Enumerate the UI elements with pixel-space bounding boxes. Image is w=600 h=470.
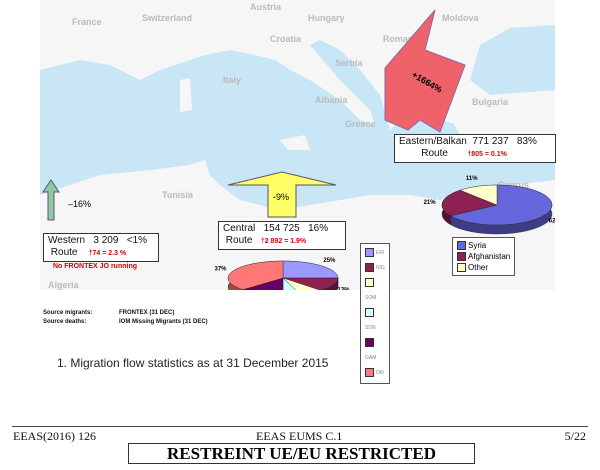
pie-data-label: 25% — [323, 258, 336, 264]
page-number: 5/22 — [564, 429, 586, 443]
legend-entry: NIG — [365, 261, 385, 276]
legend-entry: Other — [457, 262, 510, 273]
legend-swatch — [365, 368, 374, 378]
eastern-route-arrow — [384, 9, 466, 133]
legend-entry: GAM — [365, 336, 385, 366]
pie-data-label: 11% — [466, 176, 478, 182]
country-label: Croatia — [270, 34, 302, 44]
legend-entry: Afghanistan — [457, 251, 510, 262]
central-route-arrow — [227, 171, 337, 218]
footer-divider — [12, 426, 588, 427]
country-label: Albania — [315, 95, 349, 105]
eastern-pie-legend: Syria Afghanistan Other — [452, 237, 516, 276]
legend-swatch — [365, 308, 374, 318]
legend-label: SDN — [365, 325, 376, 331]
western-route-arrow — [42, 179, 60, 221]
pie-slice-afghanistan — [441, 189, 498, 216]
country-label: Tunisia — [162, 190, 194, 200]
eastern-share: 83% — [516, 136, 537, 147]
western-change: –16% — [68, 199, 91, 209]
source-migrants-label: Source migrants: — [43, 310, 93, 316]
pie-slice-oth — [227, 260, 284, 290]
country-label: Greece — [345, 119, 376, 129]
legend-swatch — [457, 263, 466, 273]
country-labels: France Switzerland Austria Hungary Moldo… — [48, 2, 529, 290]
country-label: Algeria — [48, 280, 80, 290]
legend-entry: Oth — [365, 366, 385, 381]
western-count: 3 209 — [93, 235, 119, 246]
eastern-count: 771 237 — [472, 136, 509, 147]
source-deaths-value: IOM Missing Migrants (31 DEC) — [119, 319, 208, 325]
western-share: <1% — [126, 235, 148, 246]
eastern-name: Eastern/Balkan — [399, 136, 467, 147]
legend-swatch — [457, 241, 466, 251]
pie-slice-eri — [282, 260, 339, 279]
pie-data-label: 37% — [215, 266, 228, 272]
legend-label: Other — [468, 263, 489, 272]
country-label: Cyprus — [498, 180, 529, 190]
legend-entry: SDN — [365, 306, 385, 336]
country-label: Hungary — [308, 13, 345, 23]
source-deaths-label: Source deaths: — [43, 319, 87, 325]
country-label: Serbia — [335, 58, 364, 68]
legend-entry: ERI — [365, 246, 385, 261]
legend-label: Oth — [376, 370, 385, 376]
classification-banner: RESTREINT UE/EU RESTRICTED — [128, 443, 475, 464]
western-route-word: Route — [50, 247, 78, 258]
central-pie-legend: ERI NIG SOM SDN GAM Oth — [360, 243, 390, 384]
western-name: Western — [48, 235, 86, 246]
legend-label: GAM — [365, 355, 377, 361]
western-note: No FRONTEX JO running — [53, 263, 137, 270]
legend-swatch — [457, 252, 466, 262]
legend-entry: SOM — [365, 276, 385, 306]
legend-label: Afghanistan — [468, 252, 511, 261]
country-label: Moldova — [442, 13, 479, 23]
country-label: France — [72, 17, 102, 27]
central-deaths: †2 892 = 1.9% — [260, 238, 307, 245]
central-route-box: Central 154 725 16% Route †2 892 = 1.9% — [218, 221, 346, 250]
land-sardinia — [180, 78, 192, 112]
legend-label: NIG — [376, 265, 385, 271]
central-change: -9% — [273, 192, 289, 202]
legend-label: SOM — [365, 295, 377, 301]
pie-data-label: 13% — [337, 288, 350, 290]
pie-data-label: 21% — [424, 200, 437, 206]
pie-slice-syria — [450, 184, 553, 226]
country-label: Romania — [383, 34, 422, 44]
central-share: 16% — [308, 223, 329, 234]
central-count: 154 725 — [263, 223, 300, 234]
eastern-route-box: Eastern/Balkan 771 237 83% Route †805 = … — [394, 134, 556, 163]
country-label: Bulgaria — [472, 97, 509, 107]
land-sicily — [280, 135, 310, 150]
figure-caption: 1. Migration flow statistics as at 31 De… — [57, 356, 329, 370]
pie-slice-other — [459, 184, 498, 206]
legend-entry: Syria — [457, 240, 510, 251]
pie-data-label: 62% — [549, 218, 555, 224]
legend-swatch — [365, 263, 374, 273]
legend-swatch — [365, 338, 374, 348]
source-migrants-value: FRONTEX (31 DEC) — [119, 310, 175, 316]
central-name: Central — [223, 223, 256, 234]
pie-slice-som — [282, 277, 321, 290]
western-route-box: Western 3 209 <1% Route †74 = 2.3 % — [43, 233, 159, 262]
western-deaths: †74 = 2.3 % — [88, 250, 127, 257]
legend-swatch — [365, 278, 374, 288]
pie-slice-nig — [282, 277, 339, 290]
central-route-word: Route — [225, 235, 253, 246]
legend-label: ERI — [376, 250, 385, 256]
eastern-route-word: Route — [421, 148, 448, 159]
department: EEAS EUMS C.1 — [256, 429, 343, 443]
pie-slice-sdn — [282, 277, 296, 290]
country-label: Italy — [223, 75, 241, 85]
country-label: Switzerland — [142, 13, 192, 23]
legend-label: Syria — [468, 241, 487, 250]
pie-charts: 62%21%11%25%13%7%5%15%37% — [215, 176, 555, 290]
legend-swatch — [365, 248, 374, 258]
document-reference: EEAS(2016) 126 — [13, 429, 96, 443]
eastern-deaths: †805 = 0.1% — [467, 151, 507, 158]
country-label: Austria — [250, 2, 282, 12]
